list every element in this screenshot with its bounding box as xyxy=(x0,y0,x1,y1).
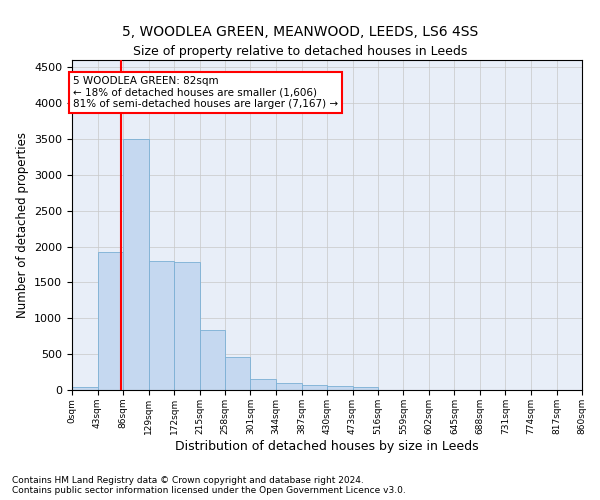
Text: Size of property relative to detached houses in Leeds: Size of property relative to detached ho… xyxy=(133,45,467,58)
Bar xyxy=(174,262,199,390)
Bar xyxy=(72,387,97,390)
Bar xyxy=(97,252,123,390)
Bar xyxy=(327,386,353,390)
Bar xyxy=(251,378,276,390)
Bar xyxy=(225,357,251,390)
Bar xyxy=(276,383,302,390)
Bar xyxy=(199,330,225,390)
Bar xyxy=(353,387,378,390)
Text: 5 WOODLEA GREEN: 82sqm
← 18% of detached houses are smaller (1,606)
81% of semi-: 5 WOODLEA GREEN: 82sqm ← 18% of detached… xyxy=(73,76,338,109)
Bar xyxy=(123,139,149,390)
Bar xyxy=(302,385,327,390)
Bar xyxy=(149,261,174,390)
X-axis label: Distribution of detached houses by size in Leeds: Distribution of detached houses by size … xyxy=(175,440,479,452)
Y-axis label: Number of detached properties: Number of detached properties xyxy=(16,132,29,318)
Text: Contains HM Land Registry data © Crown copyright and database right 2024.
Contai: Contains HM Land Registry data © Crown c… xyxy=(12,476,406,495)
Text: 5, WOODLEA GREEN, MEANWOOD, LEEDS, LS6 4SS: 5, WOODLEA GREEN, MEANWOOD, LEEDS, LS6 4… xyxy=(122,25,478,39)
